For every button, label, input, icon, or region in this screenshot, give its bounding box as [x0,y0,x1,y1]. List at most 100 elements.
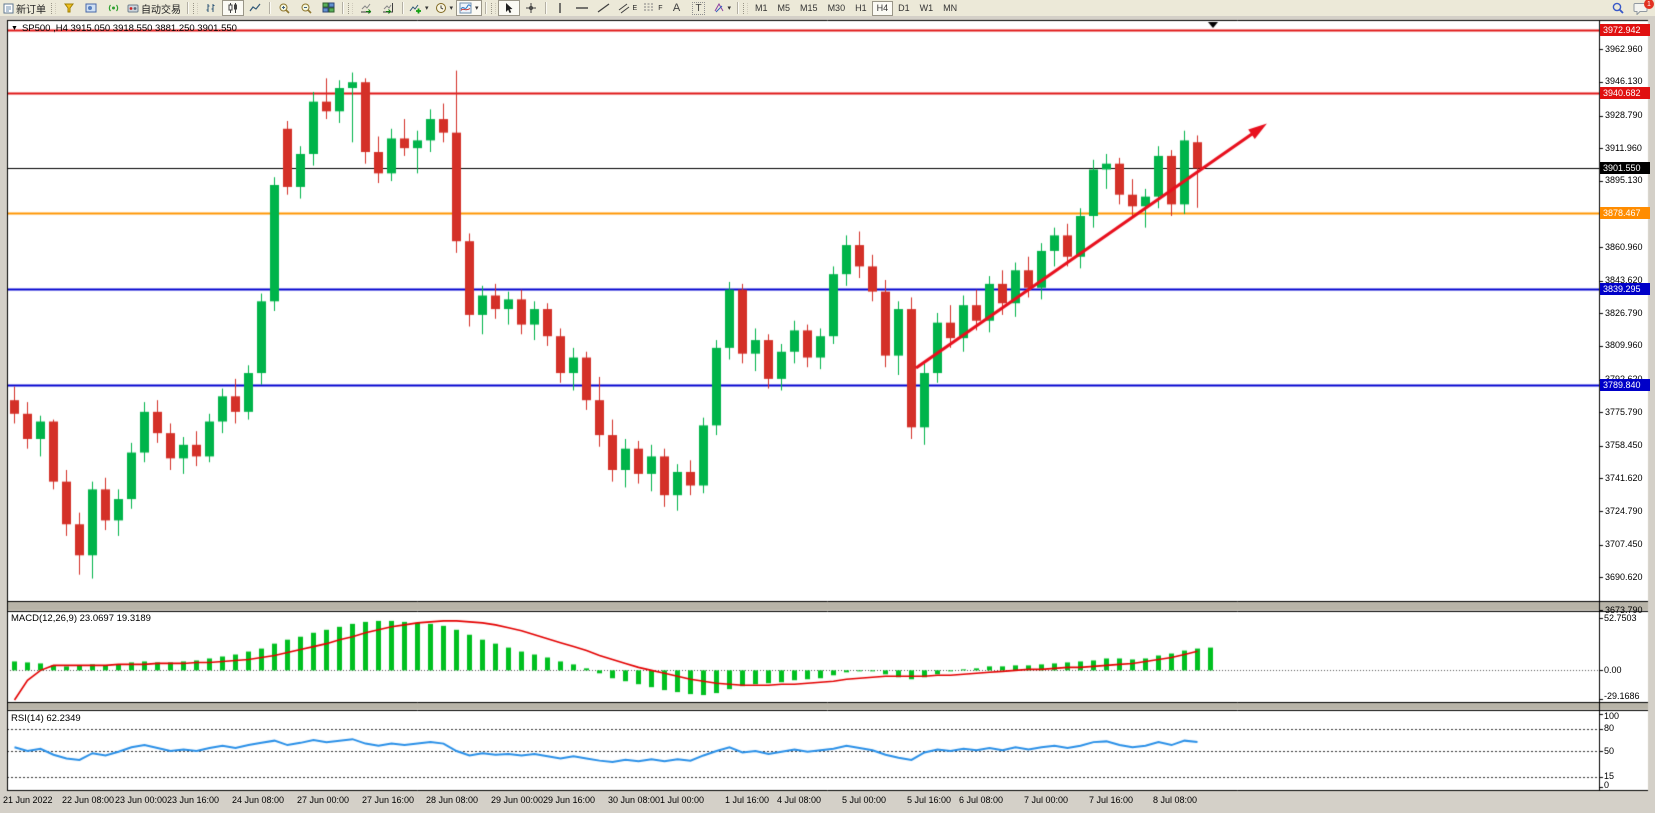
indicators-icon [409,4,421,14]
main-toolbar: 新订单 自动交易 ▾ ▾ [0,0,1655,17]
time-axis-label: 28 Jun 08:00 [426,795,479,805]
chart-shift-button[interactable] [377,0,399,16]
timeframe-M15[interactable]: M15 [800,3,818,13]
chart-canvas[interactable] [0,16,1655,813]
templates-caret-icon: ▾ [475,5,479,12]
timeframe-H1[interactable]: H1 [855,3,867,13]
price-tick-label: 3724.790 [1605,505,1643,516]
bar-chart-icon [206,4,215,12]
indicators-caret-icon: ▾ [425,5,429,12]
autotrading-button[interactable]: 自动交易 [124,0,184,16]
tile-windows-icon [322,2,334,13]
time-axis-label: 7 Jul 16:00 [1089,795,1134,805]
price-line-label: 3789.840 [1600,379,1650,391]
zoom-in-button[interactable] [273,0,295,16]
text-label-button[interactable]: T [688,0,710,16]
notification-badge: 1 [1644,0,1654,9]
timeframe-MN[interactable]: MN [943,3,958,13]
templates-icon [459,2,472,14]
periods-button[interactable]: ▾ [432,0,457,16]
fibonacci-f-label: F [658,4,663,12]
time-axis-label: 24 Jun 08:00 [232,795,285,805]
price-line-label: 3878.467 [1600,207,1650,220]
price-tick-label: 3707.450 [1605,539,1643,550]
cursor-button[interactable] [497,0,520,16]
time-axis-label: 27 Jun 16:00 [362,795,415,805]
horizontal-line-button[interactable] [571,0,593,16]
rsi-axis-label: 50 [1604,745,1615,756]
chart-title: ▼ SP500 ,H4 3915.050 3918.550 3881.250 3… [11,23,237,34]
macd-axis-label: 52.7503 [1604,612,1637,623]
time-axis-label: 1 Jul 00:00 [660,795,705,805]
line-chart-button[interactable] [244,0,266,16]
time-axis-label: 1 Jul 16:00 [725,795,770,805]
auto-scroll-button[interactable] [355,0,377,16]
timeframe-D1[interactable]: D1 [898,3,910,13]
price-tick-label: 3809.960 [1605,340,1643,351]
macd-axis-label: -29.1686 [1604,691,1640,701]
templates-button[interactable]: ▾ [456,0,482,16]
rsi-label: RSI(14) 62.2349 [11,713,81,724]
price-tick-label: 3741.620 [1605,472,1643,483]
market-watch-icon [64,3,74,13]
trendline-icon [597,3,610,13]
signals-button[interactable] [102,0,124,16]
bar-chart-button[interactable] [200,0,222,16]
periods-caret-icon: ▾ [449,5,454,12]
timeframe-group: M1 M5 M15 M30 H1 H4 D1 W1 MN [750,0,962,16]
new-order-label: 新订单 [16,4,46,16]
label-tool-icon: T [692,1,705,15]
chart-shift-icon [382,3,393,14]
time-axis-label: 5 Jul 16:00 [907,795,952,805]
price-tick-label: 3895.130 [1605,175,1643,186]
fibonacci-button[interactable]: F [640,0,665,16]
timeframe-M5[interactable]: M5 [777,3,791,13]
channel-e-label: E [632,4,638,12]
new-order-button[interactable]: 新订单 [0,0,49,16]
equidistant-channel-button[interactable]: E [615,0,641,16]
timeframe-M30[interactable]: M30 [827,3,846,13]
arrows-button[interactable]: ▾ [710,0,735,16]
collapse-triangle-icon[interactable]: ▼ [11,25,18,32]
time-axis-label: 8 Jul 08:00 [1153,795,1198,805]
arrows-caret-icon: ▾ [727,5,732,12]
time-axis-label: 22 Jun 08:00 [62,795,115,805]
tile-windows-button[interactable] [317,0,339,16]
market-watch-button[interactable] [58,0,80,16]
price-tick-label: 3690.620 [1605,571,1643,582]
vertical-line-button[interactable] [549,0,571,16]
price-tick-label: 3758.450 [1605,440,1643,451]
price-line-label: 3940.682 [1600,86,1650,99]
text-tool-icon: A [672,2,681,14]
time-axis-label: 21 Jun 2022 [3,795,53,805]
timeframe-M1[interactable]: M1 [755,3,768,13]
zoom-in-icon [279,3,290,14]
trendline-button[interactable] [593,0,615,16]
cursor-icon [506,3,513,13]
time-axis-label: 6 Jul 08:00 [959,795,1004,805]
search-icon [1612,2,1624,14]
text-button[interactable]: A [666,0,688,16]
navigator-icon [85,3,97,13]
price-tick-label: 3928.790 [1605,110,1643,121]
crosshair-button[interactable] [520,0,542,16]
auto-scroll-icon [360,3,371,14]
price-tick-label: 3962.960 [1605,43,1643,54]
candle-chart-button[interactable] [222,0,244,16]
navigator-button[interactable] [80,0,102,16]
autotrading-label: 自动交易 [141,4,181,16]
notifications-button[interactable]: 1 [1629,0,1654,16]
rsi-axis-label: 100 [1604,711,1620,721]
zoom-out-icon [301,3,312,14]
indicators-button[interactable]: ▾ [406,0,432,16]
price-tick-label: 3911.960 [1605,142,1642,153]
timeframe-H4[interactable]: H4 [871,0,894,16]
crosshair-icon [525,3,536,13]
time-axis-label: 4 Jul 08:00 [777,795,822,805]
new-order-icon [3,3,14,13]
zoom-out-button[interactable] [295,0,317,16]
price-tick-label: 3843.620 [1605,275,1643,286]
rsi-axis-label: 0 [1604,780,1610,790]
timeframe-W1[interactable]: W1 [919,3,934,13]
search-button[interactable] [1607,0,1629,16]
